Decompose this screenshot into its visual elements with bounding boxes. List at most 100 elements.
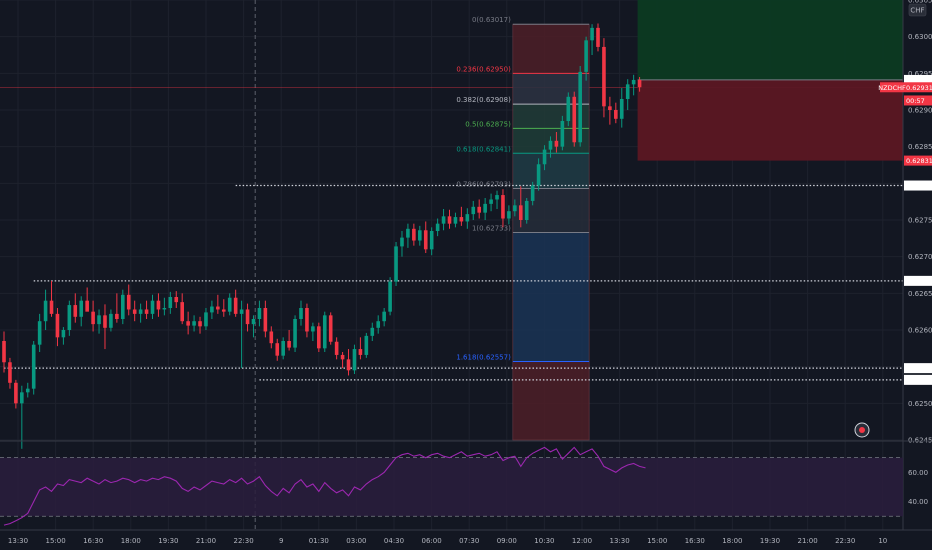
candle-body [489, 199, 493, 204]
candle-body [614, 110, 618, 119]
fibonacci-layer[interactable]: 0(0.63017) 0.236(0.62950) 0.382(0.62908) 0.… [456, 16, 590, 441]
price-tag-label: 0.62831 [906, 157, 932, 165]
candle-body [406, 228, 410, 238]
time-tick-label: 18:00 [722, 537, 742, 545]
candle-body [281, 341, 285, 356]
position-profit-zone[interactable] [637, 0, 903, 80]
rsi-tick-label: 40.00 [908, 498, 928, 506]
candle-body [275, 343, 280, 356]
rsi-pane[interactable]: 60.00 40.00 [0, 440, 932, 526]
candle-body [49, 300, 54, 314]
candle-body [121, 294, 125, 319]
candle-body [346, 359, 351, 371]
candle-body [85, 300, 89, 312]
price-tag-label: 0.62941 [906, 76, 932, 84]
price-tag[interactable] [904, 275, 932, 286]
candle-body [483, 203, 487, 213]
candle-body [340, 354, 345, 360]
fib-level-label: 0.618(0.62841) [456, 145, 511, 153]
rsi-tick-label: 60.00 [908, 469, 928, 477]
candle-body [233, 297, 238, 314]
candle-body [20, 392, 24, 404]
time-tick-label: 19:30 [158, 537, 178, 545]
candle-body [132, 309, 137, 314]
candle-body [518, 205, 523, 220]
price-tag[interactable] [904, 95, 932, 106]
fib-level-label: 0.786(0.62793) [456, 180, 511, 188]
candle-body [61, 330, 66, 338]
price-tick-label: 0.62950 [908, 70, 932, 78]
time-tick-label: 9 [279, 537, 283, 545]
candle-body [37, 321, 42, 345]
symbol-badge[interactable] [880, 82, 904, 93]
candle-body [97, 315, 101, 325]
candle-body [459, 217, 464, 222]
candle-body [536, 164, 541, 186]
candle-body [412, 228, 416, 241]
price-tag-label: 0.62797 [906, 182, 932, 190]
candle-body [43, 300, 48, 322]
fib-level-label: 1.618(0.62557) [456, 354, 511, 362]
candle-body [435, 223, 440, 231]
candle-body [251, 319, 256, 325]
candle-body [239, 309, 244, 314]
candle-body [138, 309, 143, 314]
candle-body [352, 349, 357, 371]
price-tag[interactable] [904, 180, 932, 191]
fib-band [512, 24, 590, 74]
time-tick-label: 12:00 [572, 537, 592, 545]
candle-body [126, 294, 131, 310]
time-tick-label: 10:30 [534, 537, 554, 545]
candle-body [429, 231, 434, 250]
candle-body [590, 27, 594, 41]
time-tick-label: 01:30 [309, 537, 329, 545]
position-loss-zone[interactable] [637, 79, 903, 161]
candle-body [441, 216, 446, 224]
rsi-band [0, 457, 903, 517]
candle-body [453, 217, 458, 224]
candle-body [14, 382, 18, 404]
candle-body [584, 40, 588, 72]
candle-body [507, 211, 511, 219]
time-tick-label: 16:30 [83, 537, 103, 545]
candle-body [608, 106, 612, 110]
candle-body [400, 237, 404, 247]
fib-band [512, 104, 590, 129]
candle-body [25, 388, 30, 393]
price-tag-label: 0.62931 [906, 84, 932, 92]
price-tag[interactable] [904, 155, 932, 166]
candle-body [513, 205, 517, 212]
currency-box[interactable] [908, 3, 927, 17]
candle-body [109, 313, 113, 328]
time-tick-label: 21:00 [196, 537, 216, 545]
candle-body [186, 321, 190, 326]
candle-body [328, 315, 333, 342]
fib-band [512, 73, 590, 105]
time-axis[interactable]: 13:30 15:00 16:30 18:00 19:30 21:00 22:30 9 01:3… [0, 529, 932, 545]
price-tag[interactable] [904, 374, 932, 385]
candle-body [192, 321, 196, 326]
watermark-dot-icon [859, 427, 865, 433]
fib-level-label: 0.236(0.62950) [456, 65, 511, 73]
price-tag[interactable] [904, 82, 932, 93]
level-lines-layer[interactable] [4, 184, 903, 381]
candle-body [542, 149, 547, 165]
candle-body [322, 315, 327, 349]
candle-body [376, 321, 381, 328]
rsi-line [3, 446, 646, 526]
candle-body [495, 195, 499, 200]
candle-body [501, 195, 505, 219]
price-tag[interactable] [904, 74, 932, 85]
time-tick-label: 16:30 [685, 537, 705, 545]
overlay-layer [854, 422, 870, 438]
position-layer[interactable] [637, 0, 903, 161]
time-tick-label: 18:00 [121, 537, 141, 545]
price-tag[interactable] [904, 363, 932, 374]
